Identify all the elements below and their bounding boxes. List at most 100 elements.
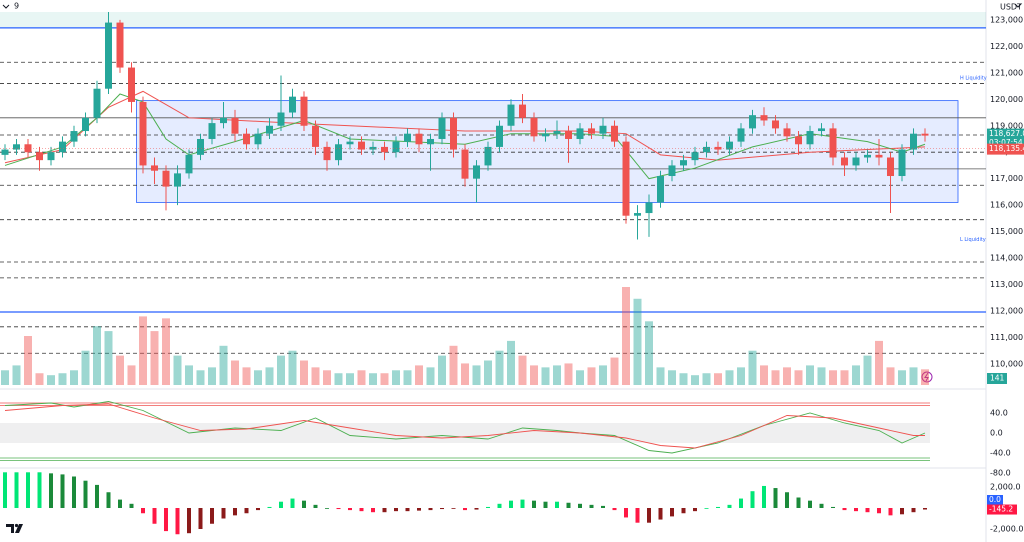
histogram-bar: [911, 508, 916, 513]
candle-body: [323, 146, 331, 161]
histogram-bar: [693, 508, 697, 512]
volume-bar: [104, 331, 113, 385]
volume-bar: [231, 360, 239, 385]
y-tick-label: 116,000.0: [990, 201, 1024, 210]
candle-body: [24, 144, 32, 153]
histogram-bar: [279, 501, 283, 508]
candle-body: [921, 133, 929, 136]
candle-body: [254, 133, 262, 145]
histogram-bar: [428, 508, 433, 511]
histogram-bar: [543, 501, 548, 508]
currency: USDT: [1000, 3, 1022, 12]
candle-body: [726, 141, 733, 150]
candle-body: [680, 160, 687, 166]
histogram-bar: [681, 508, 686, 514]
candle-body: [243, 133, 250, 145]
histogram-bar: [555, 501, 559, 508]
currency-menu-icon[interactable]: [1014, 3, 1022, 8]
candle-body: [542, 133, 549, 137]
candle-body: [300, 96, 308, 126]
candle-body: [553, 131, 561, 134]
histogram-bar: [773, 488, 778, 508]
histogram-bar: [221, 508, 226, 519]
candle-body: [197, 138, 204, 155]
volume-bar: [610, 357, 619, 385]
histogram-bar: [451, 508, 456, 509]
volume-bar: [587, 367, 596, 385]
volume-bar: [369, 373, 377, 385]
histogram-bar: [256, 508, 260, 511]
candle-body: [714, 146, 722, 150]
candle-body: [162, 170, 170, 187]
volume-bar: [242, 367, 251, 385]
volume-bar: [530, 365, 538, 385]
volume-bar: [265, 367, 274, 385]
candle-body: [415, 133, 423, 145]
candle-body: [634, 213, 641, 216]
countdown: 03:07:54: [989, 138, 1023, 147]
alert-icon[interactable]: [921, 371, 933, 383]
histogram-bar: [532, 500, 536, 508]
y-tick-label: 119,000.0: [990, 121, 1024, 130]
histogram-bar: [440, 508, 444, 510]
volume-bar: [518, 355, 527, 385]
candle-body: [438, 117, 446, 139]
histogram-bar: [210, 508, 214, 524]
volume-bar: [449, 345, 458, 385]
candle-body: [392, 141, 400, 153]
volume-bar: [254, 370, 262, 385]
y-tick-label: 2,000.0: [990, 483, 1021, 492]
histogram-bar: [509, 500, 513, 508]
volume-bar: [150, 331, 159, 385]
volume-bar: [633, 298, 642, 385]
volume-bar: [277, 355, 285, 385]
volume-bar: [702, 373, 711, 385]
histogram-bar: [739, 498, 743, 508]
zero-label: 0.0: [989, 495, 1001, 504]
histogram-bar: [325, 508, 329, 509]
candle-body: [875, 154, 883, 158]
volume-bar: [116, 355, 124, 385]
histogram-bar: [348, 508, 352, 511]
histogram-bar: [60, 474, 65, 508]
candle-body: [473, 165, 480, 179]
histogram-bar: [624, 508, 628, 518]
candle-body: [737, 128, 745, 142]
histogram-bar: [152, 508, 157, 524]
volume-bar: [1, 370, 9, 385]
y-tick-label: 111,000.0: [990, 333, 1024, 342]
y-tick-label: 40.0: [990, 409, 1008, 418]
candle-body: [231, 117, 239, 134]
candle-body: [277, 112, 285, 126]
y-tick-label: 115,000.0: [990, 227, 1024, 236]
histogram-bar: [290, 498, 295, 508]
candle-body: [645, 202, 653, 214]
histogram-bar: [371, 508, 375, 513]
candle-body: [70, 131, 78, 142]
candle-body: [749, 115, 756, 129]
y-tick-label: -2,000.0: [990, 525, 1023, 534]
histogram-bar: [750, 491, 755, 508]
annotation: H Liquidity: [960, 76, 987, 82]
volume-bar: [472, 365, 481, 385]
neutral-band: [0, 423, 930, 443]
candle-body: [530, 117, 538, 137]
candle-body: [369, 146, 377, 150]
volume-bar: [127, 365, 136, 385]
volume-bar: [208, 367, 216, 385]
histogram-bar: [520, 499, 525, 508]
marker-price: 118,135.4: [989, 144, 1024, 153]
histogram-bar: [842, 508, 847, 511]
candle-body: [657, 176, 664, 203]
collapse-icon[interactable]: [2, 4, 10, 9]
y-tick-label: 122,000.0: [990, 42, 1024, 51]
candle-body: [496, 125, 503, 147]
histogram-bar: [37, 472, 42, 508]
histogram-bar: [474, 508, 479, 510]
candle-body: [611, 125, 618, 142]
volume-bar: [35, 373, 44, 385]
volume-bar: [70, 370, 78, 385]
histogram-bar: [83, 480, 88, 508]
histogram-bar: [187, 508, 191, 534]
histogram-bar: [658, 508, 663, 520]
